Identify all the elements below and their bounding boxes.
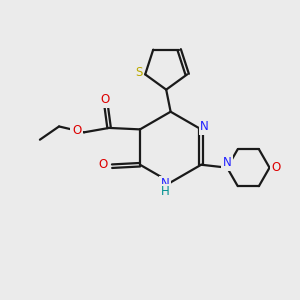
Text: H: H — [161, 185, 170, 198]
Text: O: O — [99, 158, 108, 171]
Text: N: N — [223, 156, 232, 169]
Text: O: O — [72, 124, 81, 137]
Text: O: O — [272, 161, 280, 174]
Text: N: N — [161, 177, 170, 190]
Text: S: S — [135, 65, 142, 79]
Text: O: O — [100, 93, 109, 106]
Text: N: N — [200, 120, 209, 133]
